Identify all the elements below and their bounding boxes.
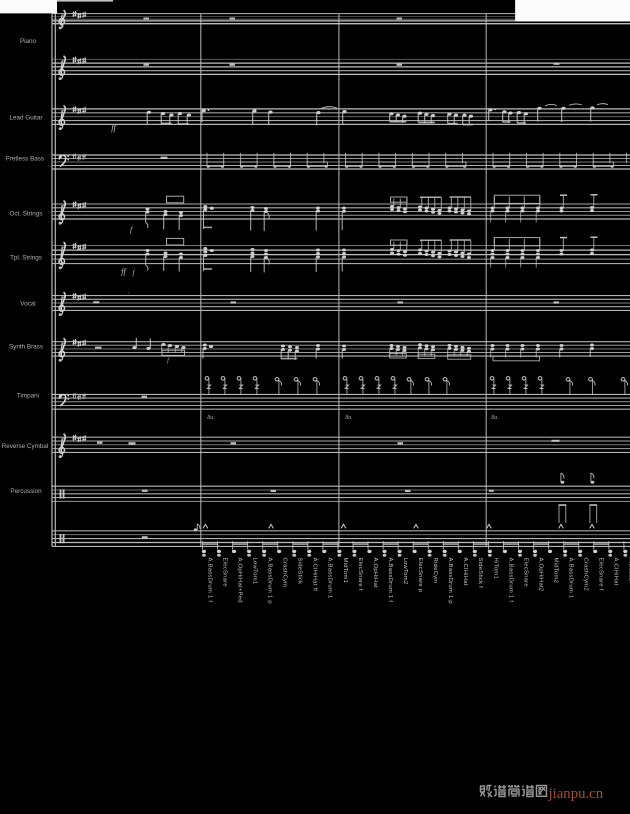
svg-text:A.BassDrum 1 p: A.BassDrum 1 p: [447, 558, 453, 605]
svg-text:HiTom1: HiTom1: [492, 558, 498, 579]
svg-text:ElecSnare: ElecSnare: [522, 558, 528, 588]
svg-text:A.ClHiHat: A.ClHiHat: [613, 558, 619, 586]
svg-text:MidTom1: MidTom1: [342, 558, 348, 584]
svg-text:f: f: [133, 269, 136, 277]
svg-text:f: f: [130, 225, 133, 234]
svg-text:A.OpHiHat2: A.OpHiHat2: [537, 558, 543, 592]
svg-text:,: ,: [128, 289, 129, 295]
svg-text:Piano: Piano: [20, 38, 37, 45]
svg-text:Lead Guitar: Lead Guitar: [10, 115, 43, 122]
svg-text:Oct. Strings: Oct. Strings: [10, 211, 43, 218]
svg-text:Synth Brass: Synth Brass: [9, 344, 43, 351]
svg-text:CrashCym: CrashCym: [282, 558, 288, 588]
svg-text:Fretless Bass: Fretless Bass: [6, 156, 44, 163]
svg-text:Reverse Cymbal: Reverse Cymbal: [2, 443, 49, 450]
svg-text:A.BassDrum 1: A.BassDrum 1: [327, 558, 333, 599]
svg-text:ff: ff: [121, 267, 127, 276]
svg-text:A.BassDrum 1 f: A.BassDrum 1 f: [206, 558, 212, 603]
svg-text:SideStick f: SideStick f: [477, 558, 483, 589]
svg-text:SideStick: SideStick: [297, 558, 303, 585]
svg-text:CrashCym2: CrashCym2: [583, 558, 589, 591]
svg-text:8a.: 8a.: [345, 415, 353, 421]
svg-text:Timpani: Timpani: [17, 392, 39, 399]
svg-text:8a.: 8a.: [207, 415, 215, 421]
svg-text:LowTom1: LowTom1: [251, 558, 257, 585]
svg-text:LowTom2: LowTom2: [402, 558, 408, 585]
svg-text:Tpl. Strings: Tpl. Strings: [10, 255, 42, 262]
svg-text:jianpu.cn: jianpu.cn: [548, 786, 604, 802]
svg-text:ElecSnare: ElecSnare: [221, 558, 227, 588]
svg-text:ElecSnare p: ElecSnare p: [417, 558, 423, 593]
svg-text:Vocal: Vocal: [20, 300, 35, 307]
svg-text:ff: ff: [111, 124, 117, 133]
svg-text:Percussion: Percussion: [10, 488, 42, 495]
svg-text:A.BassDrum 1 f: A.BassDrum 1 f: [507, 558, 513, 603]
svg-text:A.ClHiHat: A.ClHiHat: [462, 558, 468, 586]
svg-text:f: f: [167, 357, 170, 364]
svg-text:MidTom2: MidTom2: [552, 558, 558, 584]
svg-text:ElecSnare f: ElecSnare f: [598, 558, 604, 591]
svg-text:A.ClHiHat ff: A.ClHiHat ff: [312, 558, 318, 592]
svg-text:ElecSnare f: ElecSnare f: [357, 558, 363, 591]
svg-text:8a.: 8a.: [491, 415, 499, 421]
svg-text:A.BassDrum 1 p: A.BassDrum 1 p: [267, 558, 273, 605]
svg-text:A.BassDr: A.BassDr: [628, 558, 630, 585]
svg-text:A.BassDrum 1: A.BassDrum 1: [568, 558, 574, 599]
svg-text:RideCym: RideCym: [432, 558, 438, 584]
svg-text:A.BassDrum 1 f: A.BassDrum 1 f: [387, 558, 393, 603]
svg-text:A.OpHiHat: A.OpHiHat: [372, 558, 378, 589]
svg-text:A.OpHiHat+Ped: A.OpHiHat+Ped: [236, 558, 242, 603]
